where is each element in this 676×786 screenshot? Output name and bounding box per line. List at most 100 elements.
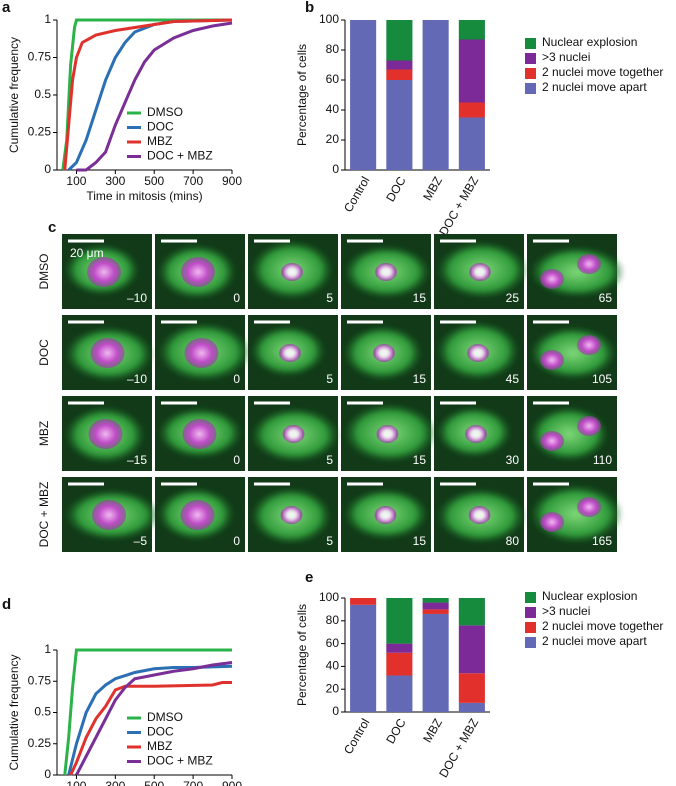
nucleus <box>182 419 217 449</box>
bar-segment <box>458 117 485 170</box>
nucleus <box>87 257 121 287</box>
bar-segment <box>386 60 413 70</box>
bar-segment <box>458 598 485 626</box>
micrograph <box>248 315 338 390</box>
spindle <box>286 428 301 440</box>
y-tick-label: 0.75 <box>28 50 52 64</box>
x-tick-label: DOC <box>383 716 409 746</box>
bar-segment <box>386 643 413 653</box>
series-line <box>63 18 233 171</box>
micrograph <box>62 315 154 390</box>
x-tick-label: Control <box>341 716 372 757</box>
series-line <box>67 664 233 776</box>
micrograph <box>248 396 340 471</box>
bar-segment <box>458 39 485 103</box>
legend-label: DOC + MBZ <box>147 754 213 768</box>
x-tick-label: 300 <box>105 174 125 188</box>
bar-segment <box>386 652 413 676</box>
timestamp: 45 <box>506 372 520 386</box>
y-axis-label: Percentage of cells <box>295 44 309 146</box>
spindle <box>380 428 395 440</box>
y-tick-label: 0.25 <box>28 736 52 750</box>
y-tick-label: 0.5 <box>34 705 51 719</box>
timestamp: 15 <box>413 534 427 548</box>
y-tick-label: 60 <box>326 636 340 650</box>
y-tick-label: 80 <box>326 613 340 627</box>
timestamp: 30 <box>506 453 520 467</box>
row-label: DOC <box>37 339 51 366</box>
micrograph <box>62 396 152 471</box>
micrograph <box>527 234 625 309</box>
timestamp: 5 <box>326 453 333 467</box>
legend-label: 2 nuclei move apart <box>542 80 647 94</box>
micrograph <box>341 477 431 552</box>
panel-label: c <box>48 219 56 236</box>
timestamp: –5 <box>134 534 148 548</box>
spindle <box>379 266 393 278</box>
bar-segment <box>458 625 485 674</box>
nucleus <box>92 500 126 530</box>
y-tick-label: 0.25 <box>28 125 52 139</box>
timestamp: 5 <box>326 372 333 386</box>
timestamp: 165 <box>592 534 612 548</box>
legend-label: >3 nuclei <box>542 604 590 618</box>
bar-segment <box>458 702 485 712</box>
spindle <box>377 347 391 359</box>
y-tick-label: 80 <box>326 42 340 56</box>
series-line <box>63 648 232 776</box>
micrograph <box>155 477 245 552</box>
y-tick-label: 1 <box>44 12 51 26</box>
micrograph <box>248 477 338 552</box>
x-tick-label: 100 <box>66 174 86 188</box>
nucleus <box>540 350 564 370</box>
bar-segment <box>422 602 449 610</box>
bar-segment <box>422 20 449 170</box>
y-tick-label: 100 <box>319 12 339 26</box>
legend-label: MBZ <box>147 739 172 753</box>
micrograph <box>527 315 617 390</box>
micrograph <box>155 396 245 471</box>
bar-segment <box>386 69 413 80</box>
legend-swatch <box>525 83 536 94</box>
micrograph <box>527 396 617 471</box>
micrograph <box>434 315 524 390</box>
bar-segment <box>458 102 485 118</box>
micrograph <box>341 234 431 309</box>
legend-label: DOC + MBZ <box>147 149 213 163</box>
y-tick-label: 0.5 <box>34 87 51 101</box>
panel-label: d <box>2 596 11 613</box>
nucleus <box>88 419 123 449</box>
x-tick-label: 500 <box>144 174 164 188</box>
bar-segment <box>422 598 449 603</box>
panel-label: b <box>305 0 314 16</box>
bar-segment <box>422 609 449 614</box>
x-tick-label: 100 <box>66 779 86 786</box>
y-tick-label: 0 <box>44 162 51 176</box>
spindle <box>283 347 297 359</box>
row-label: DMSO <box>37 254 51 290</box>
legend-label: 2 nuclei move apart <box>542 634 647 648</box>
legend-swatch <box>525 637 536 648</box>
timestamp: 15 <box>413 372 427 386</box>
nucleus <box>577 254 601 274</box>
micrograph <box>62 477 160 552</box>
nucleus <box>577 335 601 355</box>
timestamp: 25 <box>506 291 520 305</box>
x-axis-label: Time in mitosis (mins) <box>86 189 202 203</box>
spindle <box>472 509 487 521</box>
legend-label: DOC <box>147 725 174 739</box>
legend-swatch <box>525 622 536 633</box>
bar-segment <box>350 598 377 605</box>
legend-swatch <box>525 38 536 49</box>
bar-segment <box>386 20 413 61</box>
x-tick-label: 300 <box>105 779 125 786</box>
nucleus <box>577 497 601 517</box>
nucleus <box>90 338 125 368</box>
legend-label: MBZ <box>147 134 172 148</box>
legend-label: Nuclear explosion <box>542 589 637 603</box>
y-tick-label: 0 <box>44 767 51 781</box>
y-tick-label: 60 <box>326 72 340 86</box>
micrograph <box>434 477 526 552</box>
timestamp: 0 <box>233 372 240 386</box>
y-tick-label: 20 <box>326 132 340 146</box>
